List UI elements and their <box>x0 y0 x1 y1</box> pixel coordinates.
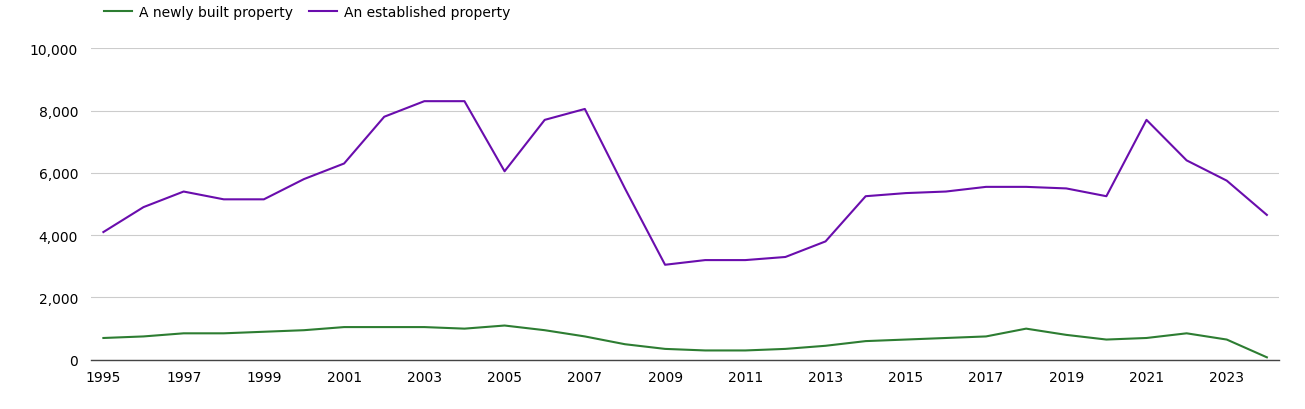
An established property <box>617 187 633 191</box>
A newly built property <box>857 339 873 344</box>
A newly built property <box>577 334 592 339</box>
An established property <box>1219 179 1235 184</box>
A newly built property <box>737 348 753 353</box>
An established property <box>979 185 994 190</box>
A newly built property <box>215 331 231 336</box>
An established property <box>416 99 432 104</box>
A newly built property <box>1099 337 1114 342</box>
A newly built property <box>658 346 673 351</box>
A newly built property <box>536 328 552 333</box>
An established property <box>256 198 271 202</box>
A newly built property <box>1178 331 1194 336</box>
A newly built property <box>376 325 392 330</box>
An established property <box>1259 213 1275 218</box>
A newly built property <box>1219 337 1235 342</box>
A newly built property <box>1058 333 1074 337</box>
An established property <box>1178 159 1194 164</box>
A newly built property <box>1139 336 1155 341</box>
A newly built property <box>617 342 633 347</box>
A newly built property <box>697 348 713 353</box>
An established property <box>337 162 352 166</box>
A newly built property <box>176 331 192 336</box>
An established property <box>1018 185 1034 190</box>
A newly built property <box>457 326 472 331</box>
Line: A newly built property: A newly built property <box>103 326 1267 357</box>
An established property <box>737 258 753 263</box>
An established property <box>898 191 913 196</box>
A newly built property <box>1259 355 1275 360</box>
An established property <box>1139 118 1155 123</box>
An established property <box>658 263 673 267</box>
An established property <box>818 239 834 244</box>
An established property <box>215 198 231 202</box>
An established property <box>497 169 513 174</box>
A newly built property <box>818 344 834 348</box>
An established property <box>697 258 713 263</box>
An established property <box>577 107 592 112</box>
A newly built property <box>497 323 513 328</box>
A newly built property <box>136 334 151 339</box>
An established property <box>857 194 873 199</box>
An established property <box>296 177 312 182</box>
A newly built property <box>337 325 352 330</box>
An established property <box>95 230 111 235</box>
A newly built property <box>938 336 954 341</box>
An established property <box>457 99 472 104</box>
A newly built property <box>296 328 312 333</box>
A newly built property <box>416 325 432 330</box>
A newly built property <box>1018 326 1034 331</box>
An established property <box>778 255 793 260</box>
An established property <box>376 115 392 120</box>
A newly built property <box>95 336 111 341</box>
An established property <box>1058 187 1074 191</box>
Line: An established property: An established property <box>103 102 1267 265</box>
An established property <box>136 205 151 210</box>
A newly built property <box>979 334 994 339</box>
An established property <box>1099 194 1114 199</box>
A newly built property <box>778 346 793 351</box>
Legend: A newly built property, An established property: A newly built property, An established p… <box>98 0 515 25</box>
An established property <box>938 190 954 195</box>
An established property <box>176 190 192 195</box>
A newly built property <box>256 330 271 335</box>
A newly built property <box>898 337 913 342</box>
An established property <box>536 118 552 123</box>
